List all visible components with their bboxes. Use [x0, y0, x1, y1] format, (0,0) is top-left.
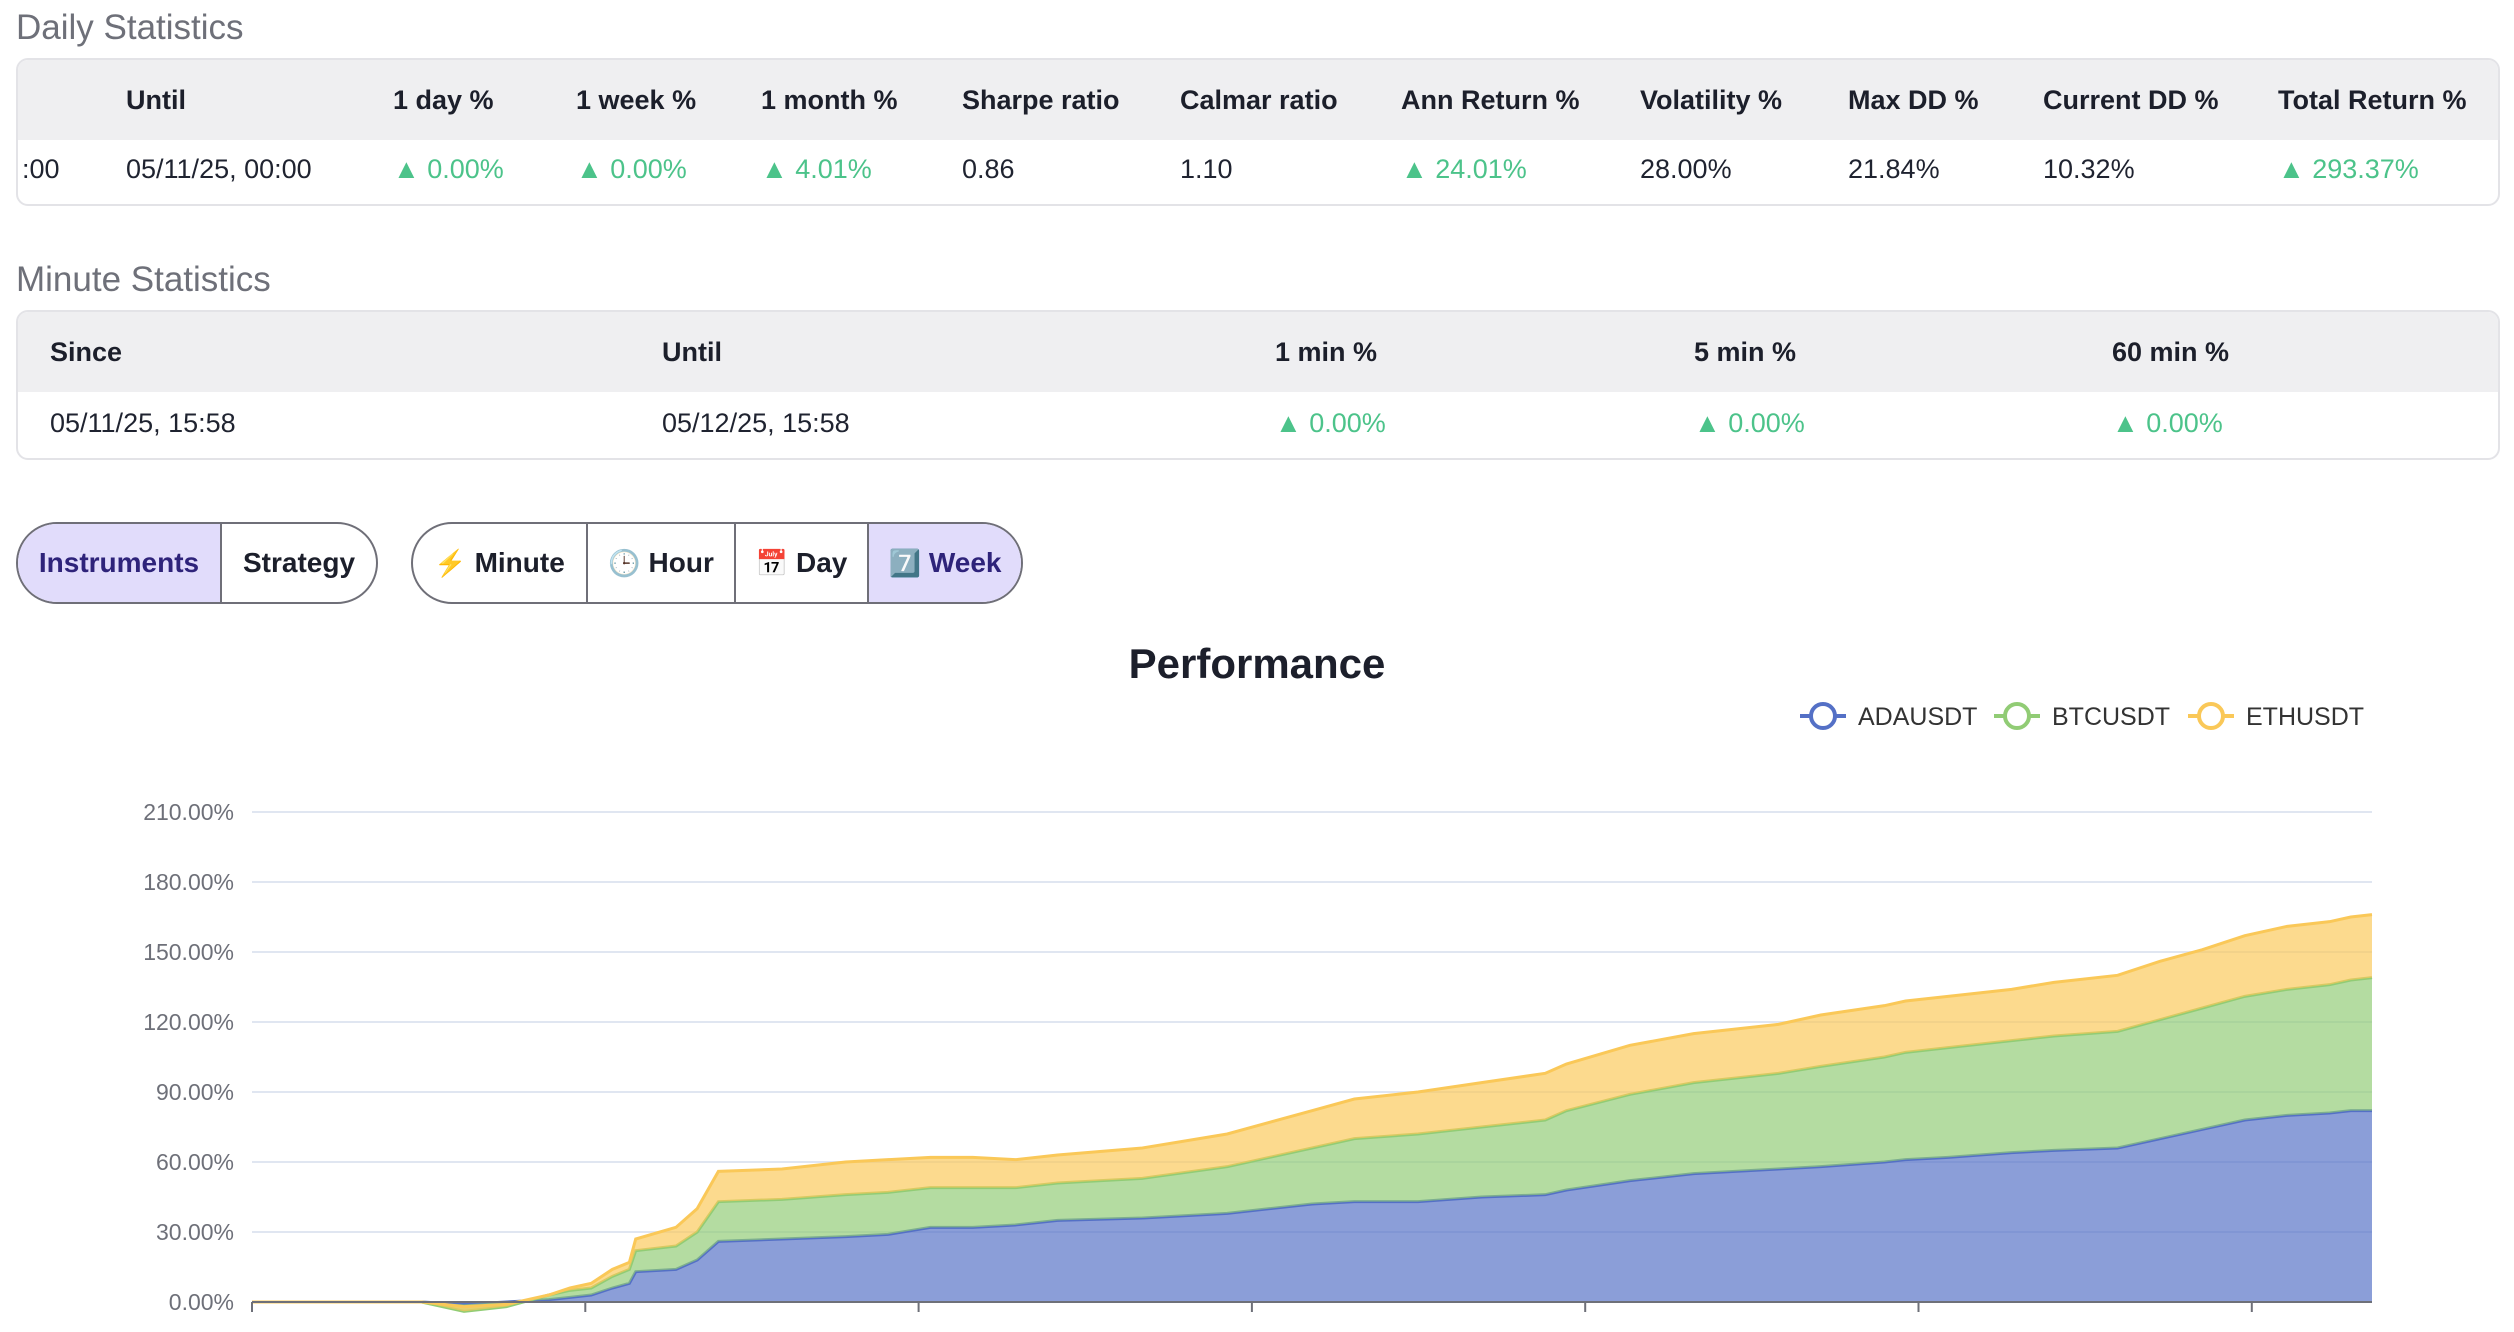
- legend-item-btcusdt[interactable]: BTCUSDT: [1994, 702, 2170, 731]
- daily-calmar-value: 1.10: [1180, 154, 1233, 184]
- week-button[interactable]: 7️⃣ Week: [869, 524, 1021, 602]
- daily-since-value: :00: [22, 154, 60, 184]
- hour-button-label: Hour: [648, 547, 714, 578]
- daily-header-total-return: Total Return %: [2278, 85, 2467, 115]
- daily-ann-return-value: ▲ 24.01%: [1401, 154, 1527, 184]
- legend-item-ethusdt[interactable]: ETHUSDT: [2188, 702, 2364, 731]
- legend-label: ETHUSDT: [2246, 703, 2364, 731]
- y-tick-label: 90.00%: [156, 1079, 234, 1105]
- daily-header-calmar: Calmar ratio: [1180, 85, 1338, 115]
- series-area-adausdt: [252, 1110, 2372, 1305]
- legend-marker-icon: [2003, 702, 2031, 730]
- daily-header-ann-return: Ann Return %: [1401, 85, 1580, 115]
- clock-icon: 🕒: [608, 547, 641, 578]
- series-line-ethusdt: [252, 913, 2373, 1309]
- daily-statistics-title: Daily Statistics: [16, 8, 244, 47]
- seven-icon: 7️⃣: [888, 547, 921, 578]
- minute-header-5min: 5 min %: [1694, 337, 1797, 367]
- instruments-button[interactable]: Instruments: [18, 524, 222, 602]
- minute-1min-value: ▲ 0.00%: [1275, 408, 1386, 438]
- minute-header-60min: 60 min %: [2112, 337, 2230, 367]
- minute-60min-value: ▲ 0.00%: [2112, 408, 2223, 438]
- legend-label: ADAUSDT: [1858, 703, 1977, 731]
- calendar-icon: 📅: [755, 547, 788, 578]
- week-button-label: Week: [928, 547, 1002, 578]
- daily-header-1day: 1 day %: [393, 85, 494, 115]
- series-area-btcusdt: [252, 977, 2372, 1312]
- day-button[interactable]: 📅 Day: [736, 524, 869, 602]
- daily-header-row: Until 1 day % 1 week % 1 month % Sharpe …: [18, 60, 2498, 140]
- minute-header-since: Since: [50, 337, 123, 367]
- chart-grid: [252, 811, 2372, 1303]
- y-tick-label: 0.00%: [169, 1289, 234, 1315]
- y-tick-label: 180.00%: [143, 869, 234, 895]
- minute-button[interactable]: ⚡ Minute: [413, 524, 588, 602]
- y-tick-label: 30.00%: [156, 1219, 234, 1245]
- chart-legend: ADAUSDT BTCUSDT ETHUSDT: [1800, 702, 2364, 731]
- daily-header-max-dd: Max DD %: [1848, 85, 1979, 115]
- daily-header-volatility: Volatility %: [1640, 85, 1783, 115]
- minute-header-1min: 1 min %: [1275, 337, 1378, 367]
- daily-header-sharpe: Sharpe ratio: [962, 85, 1120, 115]
- view-toggle: Instruments Strategy: [16, 522, 378, 604]
- legend-label: BTCUSDT: [2052, 703, 2170, 731]
- daily-max-dd-value: 21.84%: [1848, 154, 1940, 184]
- daily-1week-value: ▲ 0.00%: [576, 154, 687, 184]
- y-tick-label: 60.00%: [156, 1149, 234, 1175]
- chart-title: Performance: [1128, 640, 1386, 687]
- minute-header-row: Since Until 1 min % 5 min % 60 min %: [18, 312, 2498, 392]
- daily-header-until: Until: [126, 85, 186, 115]
- hour-button[interactable]: 🕒 Hour: [588, 524, 736, 602]
- minute-data-row: 05/11/25, 15:58 05/12/25, 15:58 ▲ 0.00% …: [18, 392, 2498, 456]
- daily-until-value: 05/11/25, 00:00: [126, 154, 312, 184]
- daily-header-current-dd: Current DD %: [2043, 85, 2219, 115]
- y-tick-label: 150.00%: [143, 939, 234, 965]
- y-tick-label: 120.00%: [143, 1009, 234, 1035]
- minute-button-label: Minute: [474, 547, 565, 578]
- daily-volatility-value: 28.00%: [1640, 154, 1732, 184]
- strategy-button[interactable]: Strategy: [242, 547, 356, 578]
- series-line-adausdt: [252, 1109, 2372, 1306]
- timeframe-toggle: ⚡ Minute 🕒 Hour 📅 Day 7️⃣ Week: [411, 522, 1023, 604]
- minute-until-value: 05/12/25, 15:58: [662, 408, 850, 438]
- series-area-ethusdt: [252, 914, 2372, 1312]
- legend-marker-icon: [2197, 702, 2225, 730]
- chart-axes: 0.00% 30.00% 60.00% 90.00% 120.00% 150.00% 180…: [143, 799, 2372, 1315]
- daily-sharpe-value: 0.86: [962, 154, 1015, 184]
- daily-current-dd-value: 10.32%: [2043, 154, 2135, 184]
- daily-total-return-value: ▲ 293.37%: [2278, 154, 2419, 184]
- daily-data-row: :00 05/11/25, 00:00 ▲ 0.00% ▲ 0.00% ▲ 4.…: [18, 140, 2498, 204]
- legend-marker-icon: [1809, 702, 1837, 730]
- series-line-btcusdt: [252, 976, 2373, 1313]
- y-tick-label: 210.00%: [143, 799, 234, 825]
- daily-1day-value: ▲ 0.00%: [393, 154, 504, 184]
- minute-statistics-title: Minute Statistics: [16, 260, 271, 299]
- minute-5min-value: ▲ 0.00%: [1694, 408, 1805, 438]
- daily-1month-value: ▲ 4.01%: [761, 154, 872, 184]
- daily-header-1week: 1 week %: [576, 85, 697, 115]
- daily-statistics-table: Until 1 day % 1 week % 1 month % Sharpe …: [16, 58, 2500, 206]
- minute-since-value: 05/11/25, 15:58: [50, 408, 236, 438]
- chart-areas: [252, 913, 2373, 1313]
- legend-item-adausdt[interactable]: ADAUSDT: [1800, 702, 1977, 731]
- minute-header-until: Until: [662, 337, 722, 367]
- daily-header-1month: 1 month %: [761, 85, 898, 115]
- day-button-label: Day: [796, 547, 848, 578]
- lightning-icon: ⚡: [434, 547, 467, 578]
- minute-statistics-table: Since Until 1 min % 5 min % 60 min % 05/…: [16, 310, 2500, 460]
